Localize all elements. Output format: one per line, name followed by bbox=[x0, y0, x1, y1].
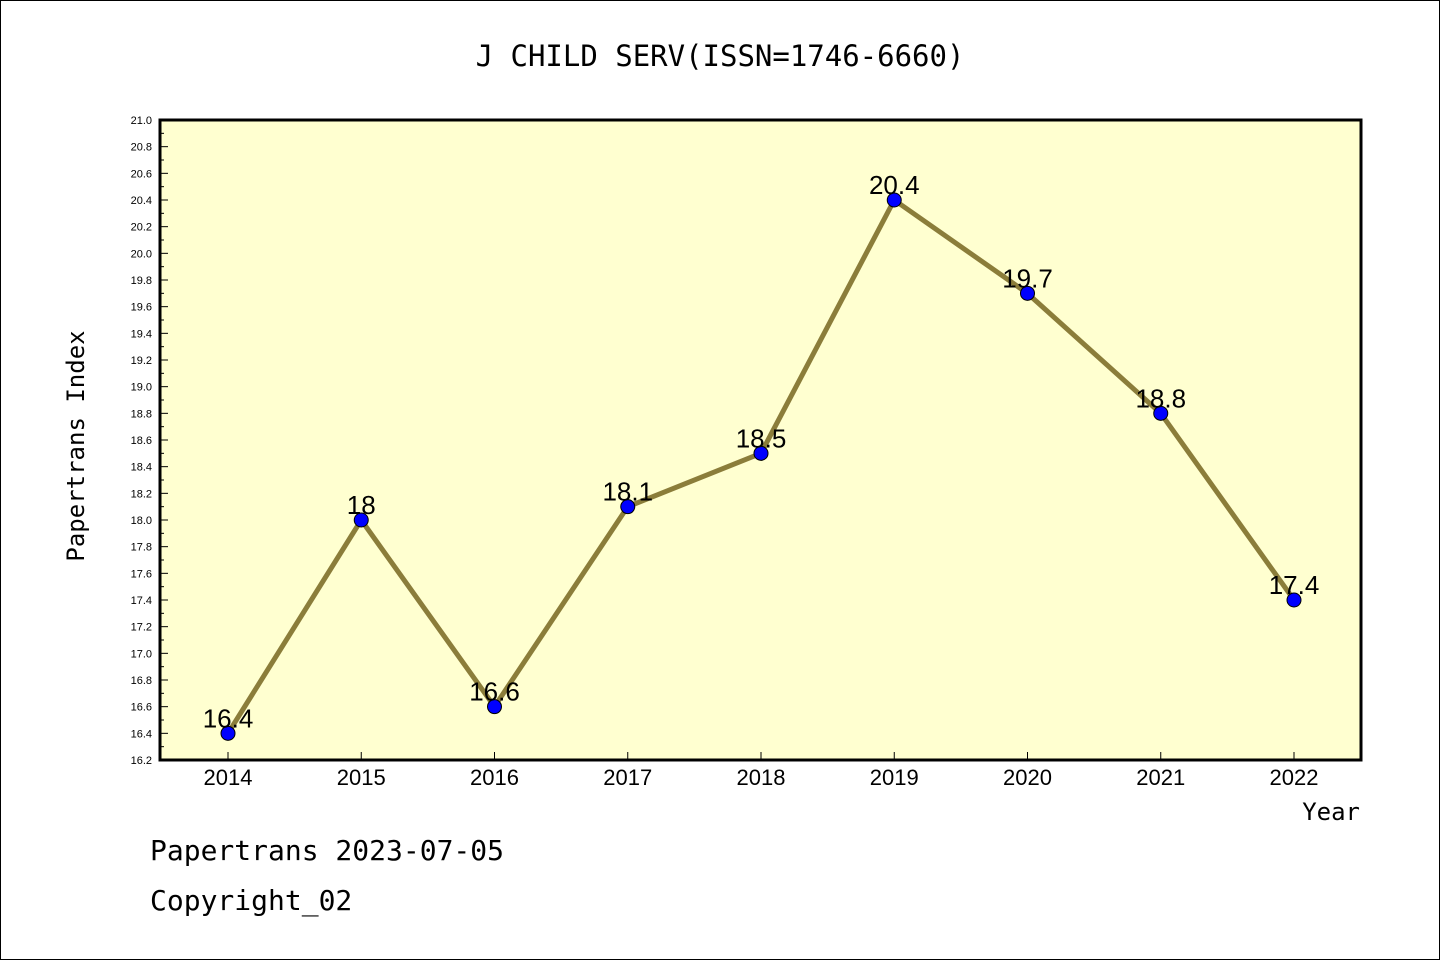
y-tick-label: 18.0 bbox=[131, 515, 152, 527]
x-axis-label: Year bbox=[1302, 798, 1360, 826]
y-tick-label: 20.4 bbox=[131, 195, 152, 207]
x-axis: 2014 2015 2016 2017 2018 2019 2020 2021 2022 bbox=[204, 752, 1319, 790]
x-tick-label: 2017 bbox=[603, 765, 652, 790]
data-label: 17.4 bbox=[1269, 570, 1320, 600]
data-label: 18.8 bbox=[1135, 383, 1186, 413]
y-tick-label: 19.2 bbox=[131, 355, 152, 367]
x-tick-label: 2020 bbox=[1003, 765, 1052, 790]
data-point bbox=[220, 725, 236, 741]
data-label: 18 bbox=[347, 490, 376, 520]
y-tick-label: 19.6 bbox=[131, 302, 152, 314]
data-point bbox=[1286, 592, 1302, 608]
data-label: 20.4 bbox=[869, 170, 920, 200]
x-tick-label: 2019 bbox=[870, 765, 919, 790]
data-label: 18.5 bbox=[736, 423, 787, 453]
y-tick-label: 16.2 bbox=[131, 755, 152, 767]
y-tick-label: 17.2 bbox=[131, 622, 152, 634]
y-tick-label: 21.0 bbox=[131, 115, 152, 127]
data-point bbox=[1153, 405, 1169, 421]
y-tick-label: 20.8 bbox=[131, 142, 152, 154]
y-tick-label: 17.6 bbox=[131, 568, 152, 580]
y-tick-label: 19.4 bbox=[131, 328, 152, 340]
data-point bbox=[487, 699, 502, 715]
y-tick-label: 17.4 bbox=[131, 595, 152, 607]
data-point bbox=[353, 512, 369, 528]
y-tick-label: 20.2 bbox=[131, 222, 152, 234]
y-tick-label: 18.4 bbox=[131, 462, 152, 474]
footer-date: Papertrans 2023-07-05 bbox=[150, 834, 505, 867]
y-axis-label: Papertrans Index bbox=[62, 330, 90, 561]
y-tick-label: 17.8 bbox=[131, 542, 152, 554]
x-tick-label: 2021 bbox=[1136, 765, 1185, 790]
data-point bbox=[620, 499, 636, 515]
data-point bbox=[1020, 285, 1035, 301]
x-tick-label: 2016 bbox=[470, 765, 519, 790]
data-point bbox=[753, 445, 769, 461]
data-point bbox=[886, 192, 902, 208]
data-label: 16.6 bbox=[469, 677, 520, 707]
y-tick-label: 19.0 bbox=[131, 382, 152, 394]
y-tick-label: 18.2 bbox=[131, 488, 152, 500]
y-tick-label: 17.0 bbox=[131, 648, 152, 660]
x-tick-label: 2022 bbox=[1270, 765, 1319, 790]
data-label: 18.1 bbox=[602, 477, 653, 507]
x-tick-label: 2014 bbox=[204, 765, 253, 790]
y-tick-label: 18.8 bbox=[131, 408, 152, 420]
x-tick-label: 2018 bbox=[737, 765, 786, 790]
x-tick-label: 2015 bbox=[337, 765, 386, 790]
y-tick-label: 16.4 bbox=[131, 728, 152, 740]
y-tick-label: 20.6 bbox=[131, 168, 152, 180]
data-series: 16.4 18 16.6 18.1 18.5 20.4 19.7 18.8 17.4 bbox=[203, 170, 1320, 741]
y-tick-label: 16.6 bbox=[131, 702, 152, 714]
footer-copyright: Copyright_02 bbox=[150, 884, 353, 917]
data-label: 19.7 bbox=[1002, 263, 1053, 293]
chart-title: J CHILD SERV(ISSN=1746-6660) bbox=[476, 39, 965, 73]
plot-area bbox=[158, 118, 1363, 762]
y-tick-label: 18.6 bbox=[131, 435, 152, 447]
y-tick-label: 19.8 bbox=[131, 275, 152, 287]
data-label: 16.4 bbox=[203, 703, 254, 733]
y-tick-label: 20.0 bbox=[131, 248, 152, 260]
y-tick-label: 16.8 bbox=[131, 675, 152, 687]
y-axis: 16.2 16.4 16.6 16.8 17.0 17.2 17.4 17.6 17.8 18.0… bbox=[131, 115, 168, 767]
